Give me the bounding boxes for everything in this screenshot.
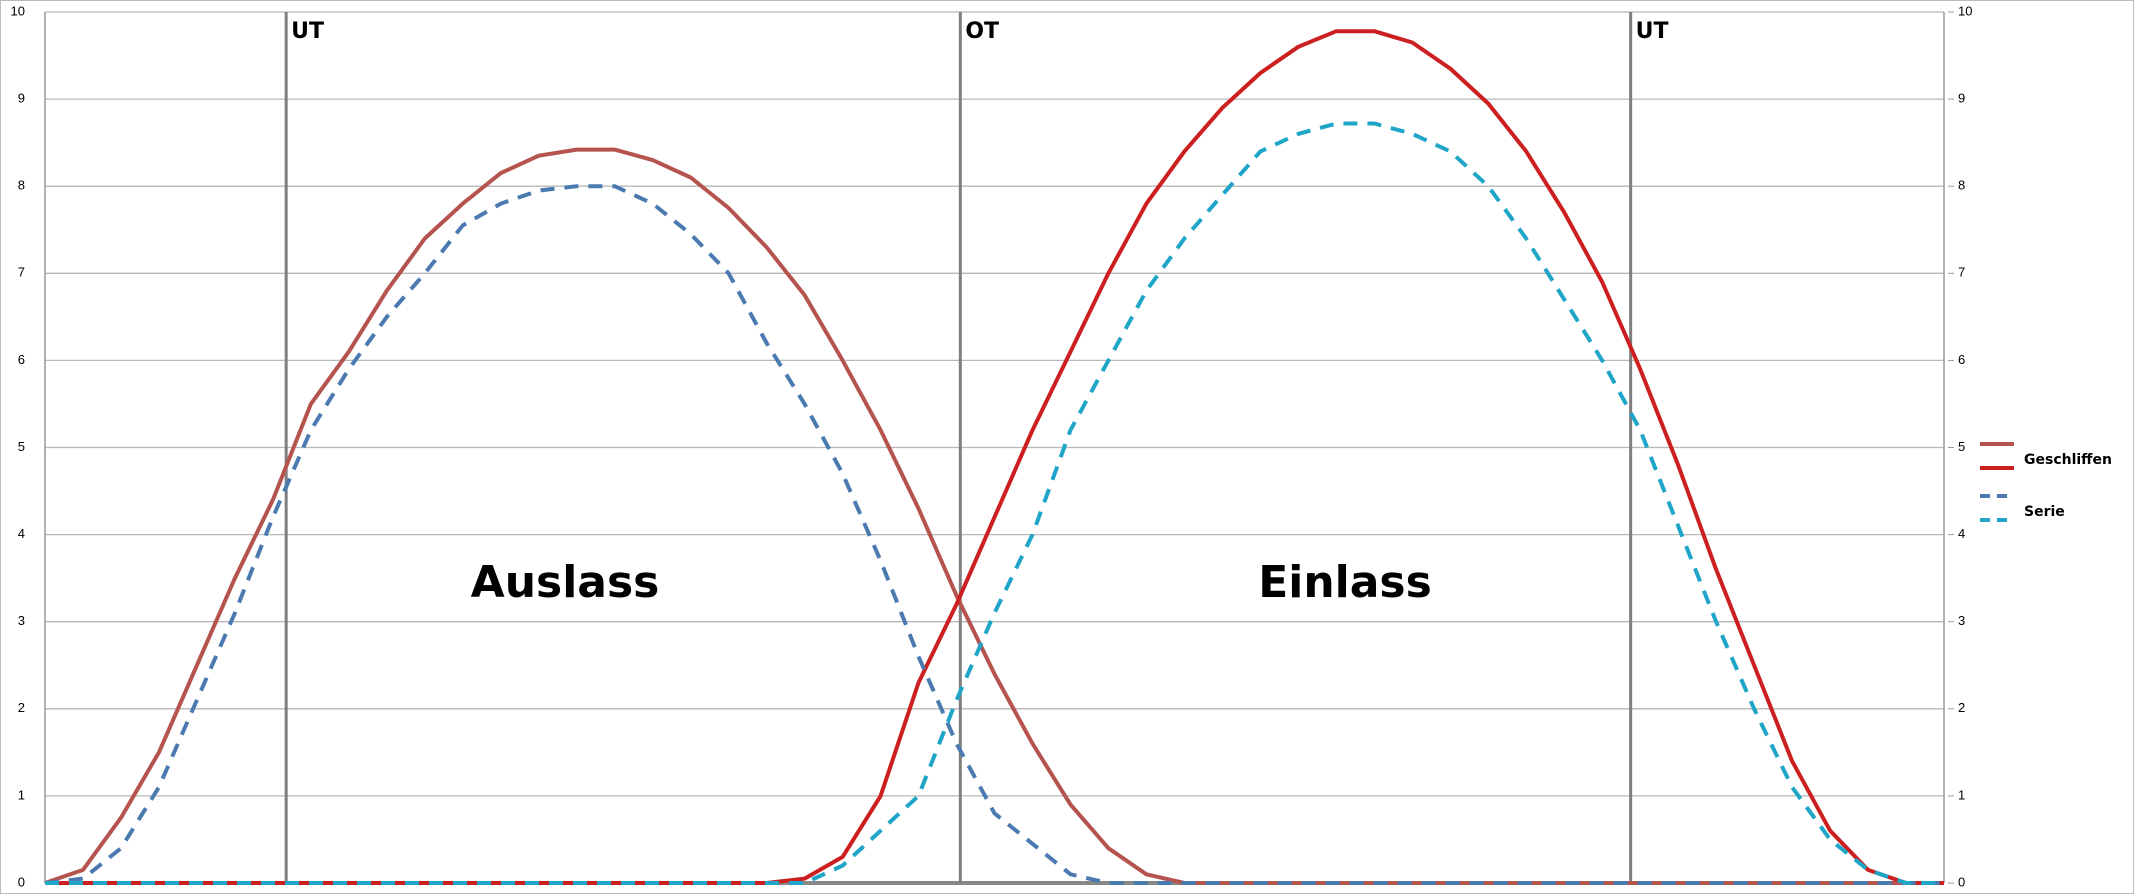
y2-tick-label: 1 xyxy=(1958,787,1965,802)
y-tick-label: 10 xyxy=(11,3,25,18)
y2-tick-label: 8 xyxy=(1958,178,1965,193)
marker-label: OT xyxy=(965,19,999,44)
y-tick-label: 5 xyxy=(18,439,25,454)
y-tick-label: 4 xyxy=(18,526,25,541)
region-label: Auslass xyxy=(471,557,660,608)
y-tick-label: 6 xyxy=(18,352,25,367)
y-tick-label: 2 xyxy=(18,700,25,715)
y-tick-label: 3 xyxy=(18,613,25,628)
y-tick-label: 0 xyxy=(18,874,25,889)
y2-tick-label: 4 xyxy=(1958,526,1965,541)
series-line xyxy=(44,184,1944,885)
y2-tick-label: 9 xyxy=(1958,91,1965,106)
legend-label: Serie xyxy=(2024,504,2065,520)
y2-tick-label: 3 xyxy=(1958,613,1965,628)
marker-label: UT xyxy=(291,19,324,44)
series-line xyxy=(45,121,1944,885)
y2-tick-label: 0 xyxy=(1958,874,1965,889)
marker-label: UT xyxy=(1636,19,1669,44)
y2-tick-label: 7 xyxy=(1958,265,1965,280)
y-tick-label: 7 xyxy=(18,265,25,280)
y-tick-label: 1 xyxy=(18,787,25,802)
y2-tick-label: 5 xyxy=(1958,439,1965,454)
y-tick-label: 8 xyxy=(18,178,25,193)
y2-tick-label: 10 xyxy=(1958,3,1972,18)
y-tick-label: 9 xyxy=(18,91,25,106)
region-label: Einlass xyxy=(1258,557,1432,608)
y2-tick-label: 6 xyxy=(1958,352,1965,367)
legend-label: Geschliffen xyxy=(2024,452,2112,468)
y2-tick-label: 2 xyxy=(1958,700,1965,715)
